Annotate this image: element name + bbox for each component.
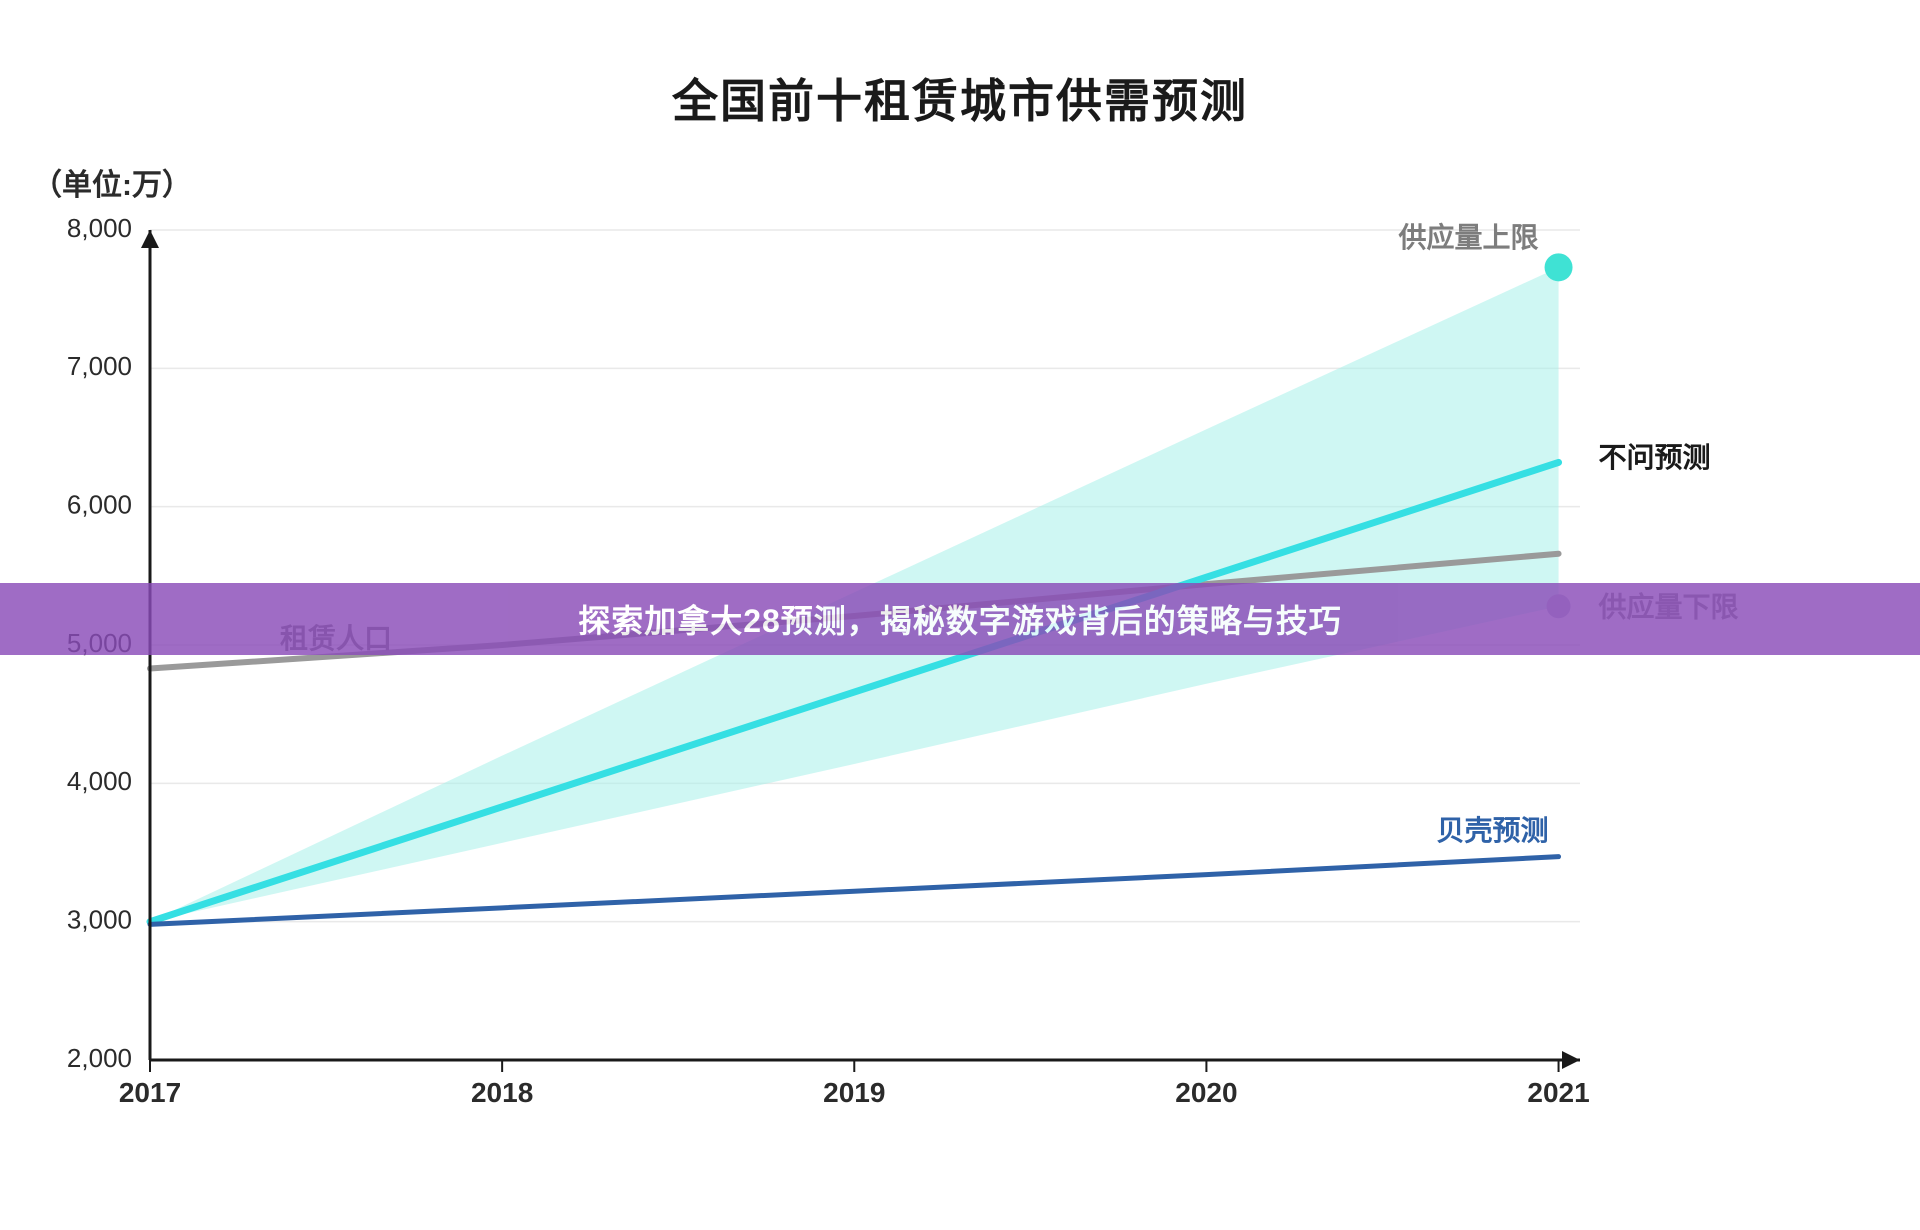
- x-axis-arrow: [1562, 1051, 1580, 1069]
- x-tick-label: 2019: [823, 1077, 885, 1108]
- x-tick-label: 2021: [1527, 1077, 1589, 1108]
- y-axis-arrow: [141, 230, 159, 248]
- y-tick-label: 4,000: [67, 766, 132, 796]
- x-tick-label: 2018: [471, 1077, 533, 1108]
- chart-title: 全国前十租赁城市供需预测: [0, 65, 1920, 131]
- x-tick-label: 2020: [1175, 1077, 1237, 1108]
- buwen-label: 不问预测: [1599, 442, 1711, 473]
- overlay-banner-text: 探索加拿大28预测，揭秘数字游戏背后的策略与技巧: [578, 596, 1342, 642]
- y-tick-label: 8,000: [67, 213, 132, 243]
- unit-label: （单位:万）: [32, 160, 192, 204]
- y-tick-label: 2,000: [67, 1043, 132, 1073]
- buwen-forecast-line: [150, 462, 1559, 921]
- overlay-banner: 探索加拿大28预测，揭秘数字游戏背后的策略与技巧: [0, 583, 1920, 655]
- beike-label: 贝壳预测: [1437, 815, 1549, 846]
- supply-upper-label: 供应量上限: [1398, 221, 1539, 253]
- x-tick-label: 2017: [119, 1077, 181, 1108]
- y-tick-label: 3,000: [67, 905, 132, 935]
- y-tick-label: 6,000: [67, 490, 132, 520]
- y-tick-label: 7,000: [67, 351, 132, 381]
- supply-upper-end-marker: [1545, 253, 1573, 281]
